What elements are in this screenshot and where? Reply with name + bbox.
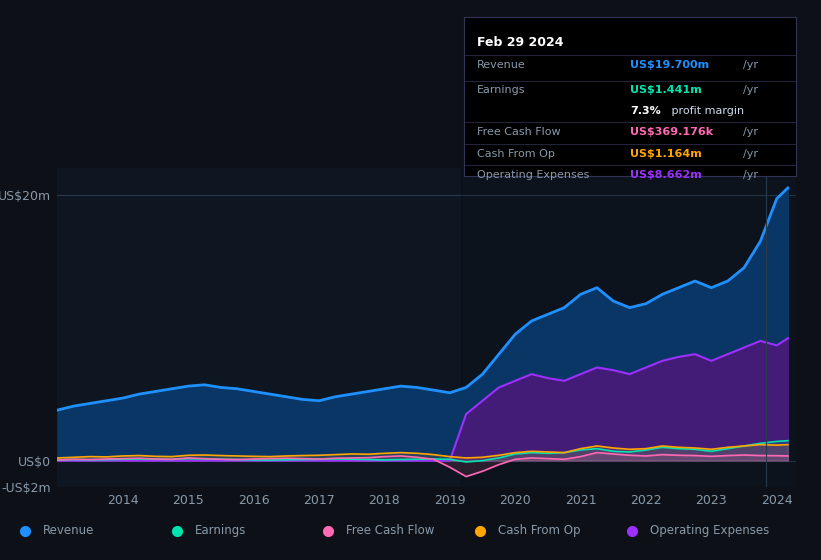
Text: US$1.164m: US$1.164m (631, 150, 702, 159)
Text: Free Cash Flow: Free Cash Flow (477, 127, 561, 137)
Text: US$1.441m: US$1.441m (631, 86, 702, 95)
Text: profit margin: profit margin (668, 106, 745, 116)
Text: US$369.176k: US$369.176k (631, 127, 713, 137)
Text: /yr: /yr (743, 170, 758, 180)
Bar (461, 168, 796, 487)
Text: Free Cash Flow: Free Cash Flow (346, 524, 435, 538)
Text: Operating Expenses: Operating Expenses (650, 524, 769, 538)
Text: Feb 29 2024: Feb 29 2024 (477, 36, 564, 49)
Text: Revenue: Revenue (477, 60, 526, 70)
Text: Earnings: Earnings (195, 524, 246, 538)
Text: US$8.662m: US$8.662m (631, 170, 702, 180)
Text: Cash From Op: Cash From Op (477, 150, 555, 159)
Text: Cash From Op: Cash From Op (498, 524, 580, 538)
Text: US$19.700m: US$19.700m (631, 60, 709, 70)
Text: /yr: /yr (743, 60, 758, 70)
Text: Operating Expenses: Operating Expenses (477, 170, 589, 180)
Text: /yr: /yr (743, 150, 758, 159)
Text: /yr: /yr (743, 127, 758, 137)
Text: 7.3%: 7.3% (631, 106, 661, 116)
Text: Revenue: Revenue (43, 524, 94, 538)
Text: Earnings: Earnings (477, 86, 525, 95)
Text: /yr: /yr (743, 86, 758, 95)
